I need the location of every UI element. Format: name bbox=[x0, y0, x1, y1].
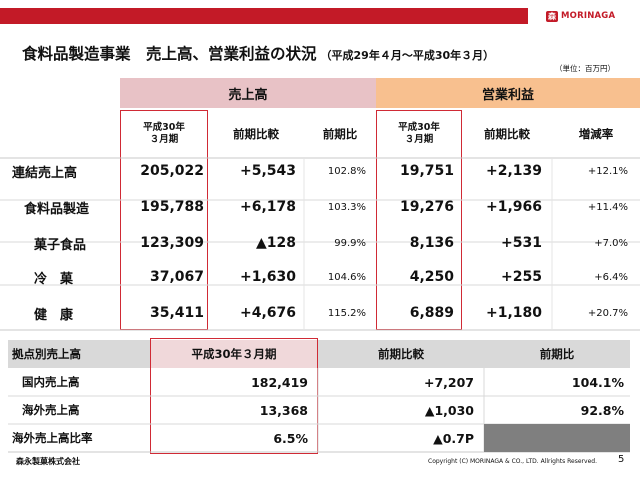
profit-value: 19,276 bbox=[399, 199, 454, 215]
profit-diff: +255 bbox=[501, 269, 542, 285]
sales-group-header: 売上高 bbox=[120, 78, 376, 108]
profit-diff: +1,966 bbox=[485, 199, 542, 215]
sales-diff: +6,178 bbox=[239, 199, 296, 215]
sales-ratio: 99.9% bbox=[334, 237, 366, 249]
company-name: 森永製菓株式会社 bbox=[16, 457, 80, 466]
profit-rate: +11.4% bbox=[587, 201, 628, 213]
profit-value: 4,250 bbox=[409, 269, 454, 285]
page-number: 5 bbox=[618, 454, 625, 465]
row-label-frozen-desserts: 冷 菓 bbox=[34, 271, 74, 287]
profit-rate-header: 増減率 bbox=[578, 127, 614, 141]
row-label-confectionery: 菓子食品 bbox=[34, 237, 87, 253]
overseas-ratio-empty-cell bbox=[484, 424, 630, 452]
domestic-sales-value: 182,419 bbox=[251, 374, 308, 390]
unit-note: （単位：百万円） bbox=[555, 64, 615, 73]
sales-diff-header: 前期比較 bbox=[233, 127, 279, 141]
title-period: （平成29年４月～平成30年３月） bbox=[320, 49, 495, 62]
row-label-food-manufacturing: 食料品製造 bbox=[24, 201, 90, 217]
sales-period-line1: 平成30年 bbox=[143, 122, 185, 133]
overseas-sales-value: 13,368 bbox=[259, 402, 308, 418]
profit-rate: +20.7% bbox=[587, 307, 628, 319]
profit-period-line1: 平成30年 bbox=[398, 122, 440, 133]
profit-diff-header: 前期比較 bbox=[484, 127, 530, 141]
profit-diff: +1,180 bbox=[485, 305, 542, 321]
row-label-overseas-ratio: 海外売上高比率 bbox=[12, 431, 93, 445]
sales-diff: +4,676 bbox=[239, 305, 296, 321]
profit-rate: +12.1% bbox=[587, 165, 628, 177]
domestic-sales-diff: +7,207 bbox=[423, 374, 474, 390]
profit-value: 19,751 bbox=[399, 163, 454, 179]
profit-value: 6,889 bbox=[409, 305, 454, 321]
profit-diff: +2,139 bbox=[485, 163, 542, 179]
page-title: 食料品製造事業 売上高、営業利益の状況 （平成29年４月～平成30年３月） bbox=[22, 42, 494, 64]
overseas-sales-diff: ▲1,030 bbox=[424, 402, 474, 418]
profit-value: 8,136 bbox=[409, 235, 454, 251]
morinaga-logo: 森 MORINAGA bbox=[546, 10, 615, 22]
row-label-health: 健 康 bbox=[34, 307, 74, 323]
sales-value: 205,022 bbox=[140, 163, 204, 179]
brand-header-bar bbox=[0, 8, 528, 24]
regional-header-period: 平成30年３月期 bbox=[150, 340, 318, 368]
sales-ratio: 103.3% bbox=[327, 201, 366, 213]
sales-value: 37,067 bbox=[149, 269, 204, 285]
sales-diff: +1,630 bbox=[239, 269, 296, 285]
regional-header-ratio: 前期比 bbox=[484, 340, 630, 368]
overseas-sales-ratio: 92.8% bbox=[580, 402, 624, 418]
overseas-ratio-diff: ▲0.7P bbox=[433, 430, 474, 446]
regional-header-label: 拠点別売上高 bbox=[8, 340, 150, 368]
sales-value: 195,788 bbox=[140, 199, 204, 215]
sales-period-header: 平成30年 ３月期 bbox=[122, 110, 206, 158]
profit-rate: +7.0% bbox=[594, 237, 628, 249]
sales-diff: +5,543 bbox=[239, 163, 296, 179]
brand-mark-icon: 森 bbox=[546, 10, 558, 22]
row-label-consolidated: 連結売上高 bbox=[12, 165, 78, 181]
brand-name: MORINAGA bbox=[561, 11, 616, 21]
domestic-sales-ratio: 104.1% bbox=[571, 374, 624, 390]
sales-diff: ▲128 bbox=[256, 235, 296, 251]
row-label-domestic-sales: 国内売上高 bbox=[22, 375, 80, 389]
profit-period-header: 平成30年 ３月期 bbox=[378, 110, 460, 158]
sales-ratio-header: 前期比 bbox=[322, 127, 358, 141]
copyright-notice: Copyright (C) MORINAGA & CO., LTD. Allri… bbox=[428, 458, 597, 465]
row-label-overseas-sales: 海外売上高 bbox=[22, 403, 80, 417]
profit-diff: +531 bbox=[501, 235, 542, 251]
title-main: 食料品製造事業 売上高、営業利益の状況 bbox=[22, 45, 317, 63]
overseas-ratio-value: 6.5% bbox=[273, 430, 308, 446]
profit-rate: +6.4% bbox=[594, 271, 628, 283]
sales-period-line2: ３月期 bbox=[149, 134, 179, 145]
sales-value: 35,411 bbox=[149, 305, 204, 321]
profit-group-header: 営業利益 bbox=[376, 78, 640, 108]
sales-value: 123,309 bbox=[140, 235, 204, 251]
profit-period-line2: ３月期 bbox=[404, 134, 434, 145]
sales-ratio: 104.6% bbox=[327, 271, 366, 283]
sales-ratio: 115.2% bbox=[327, 307, 366, 319]
regional-header-diff: 前期比較 bbox=[318, 340, 484, 368]
sales-ratio: 102.8% bbox=[327, 165, 366, 177]
